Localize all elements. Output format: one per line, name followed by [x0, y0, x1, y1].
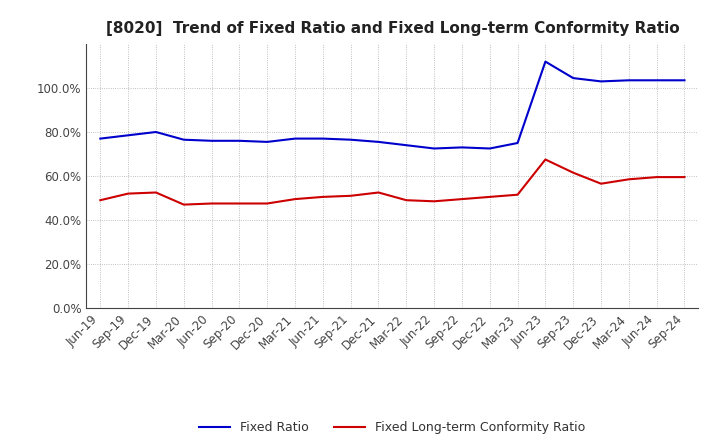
Fixed Ratio — [680, 77, 689, 83]
Fixed Ratio — [652, 77, 661, 83]
Fixed Long-term Conformity Ratio — [346, 193, 355, 198]
Fixed Long-term Conformity Ratio — [485, 194, 494, 200]
Fixed Long-term Conformity Ratio — [291, 196, 300, 202]
Line: Fixed Long-term Conformity Ratio: Fixed Long-term Conformity Ratio — [100, 160, 685, 205]
Fixed Ratio — [152, 129, 161, 135]
Fixed Long-term Conformity Ratio — [152, 190, 161, 195]
Fixed Ratio — [235, 138, 243, 143]
Fixed Long-term Conformity Ratio — [402, 198, 410, 203]
Fixed Ratio — [624, 77, 633, 83]
Fixed Ratio — [318, 136, 327, 141]
Fixed Ratio — [458, 145, 467, 150]
Fixed Long-term Conformity Ratio — [652, 174, 661, 180]
Fixed Ratio — [291, 136, 300, 141]
Fixed Long-term Conformity Ratio — [374, 190, 383, 195]
Fixed Ratio — [96, 136, 104, 141]
Fixed Ratio — [569, 75, 577, 81]
Fixed Long-term Conformity Ratio — [207, 201, 216, 206]
Fixed Ratio — [541, 59, 550, 64]
Fixed Ratio — [346, 137, 355, 142]
Fixed Long-term Conformity Ratio — [124, 191, 132, 196]
Fixed Ratio — [263, 139, 271, 144]
Fixed Long-term Conformity Ratio — [680, 174, 689, 180]
Fixed Ratio — [485, 146, 494, 151]
Fixed Ratio — [124, 132, 132, 138]
Fixed Long-term Conformity Ratio — [541, 157, 550, 162]
Fixed Ratio — [374, 139, 383, 144]
Line: Fixed Ratio: Fixed Ratio — [100, 62, 685, 148]
Legend: Fixed Ratio, Fixed Long-term Conformity Ratio: Fixed Ratio, Fixed Long-term Conformity … — [194, 416, 590, 439]
Fixed Long-term Conformity Ratio — [513, 192, 522, 197]
Title: [8020]  Trend of Fixed Ratio and Fixed Long-term Conformity Ratio: [8020] Trend of Fixed Ratio and Fixed Lo… — [106, 21, 679, 36]
Fixed Ratio — [207, 138, 216, 143]
Fixed Ratio — [430, 146, 438, 151]
Fixed Long-term Conformity Ratio — [458, 196, 467, 202]
Fixed Ratio — [597, 79, 606, 84]
Fixed Long-term Conformity Ratio — [96, 198, 104, 203]
Fixed Long-term Conformity Ratio — [235, 201, 243, 206]
Fixed Long-term Conformity Ratio — [430, 198, 438, 204]
Fixed Long-term Conformity Ratio — [179, 202, 188, 207]
Fixed Ratio — [179, 137, 188, 142]
Fixed Long-term Conformity Ratio — [624, 176, 633, 182]
Fixed Long-term Conformity Ratio — [263, 201, 271, 206]
Fixed Long-term Conformity Ratio — [318, 194, 327, 200]
Fixed Long-term Conformity Ratio — [569, 170, 577, 175]
Fixed Ratio — [513, 140, 522, 146]
Fixed Long-term Conformity Ratio — [597, 181, 606, 186]
Fixed Ratio — [402, 143, 410, 148]
